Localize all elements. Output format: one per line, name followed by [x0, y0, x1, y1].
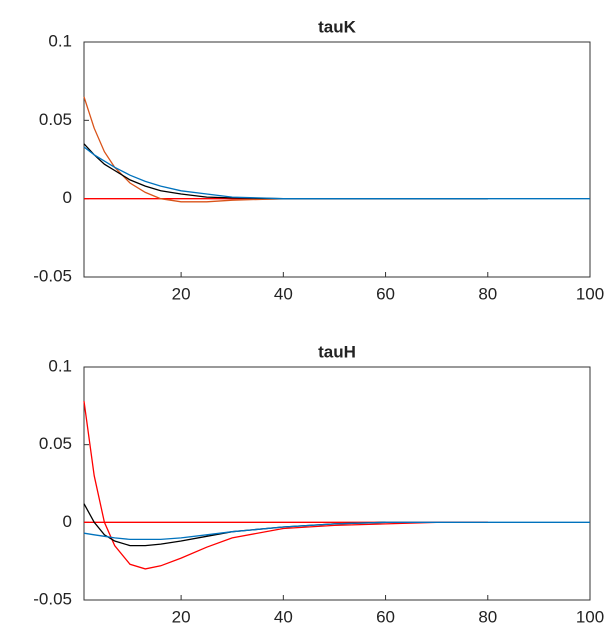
y-tick-label: -0.05	[33, 266, 72, 285]
x-tick-label: 80	[478, 284, 497, 303]
figure: tauK -0.05 0 0.05 0.1 20 40 60 80 100 tauH -0.05 0 0.…	[0, 0, 609, 635]
y-tick-label: 0.1	[48, 31, 72, 50]
y-tick-label: -0.05	[33, 589, 72, 608]
y-tick-label: 0.1	[48, 356, 72, 375]
plot-area	[84, 367, 590, 600]
x-tick-label: 60	[376, 284, 395, 303]
y-tick-label: 0	[63, 512, 72, 531]
chart-title: tauH	[318, 342, 356, 361]
y-tick-label: 0	[63, 188, 72, 207]
x-tick-label: 20	[172, 607, 191, 626]
x-tick-label: 100	[576, 607, 604, 626]
x-tick-label: 80	[478, 607, 497, 626]
x-tick-label: 20	[172, 284, 191, 303]
y-tick-label: 0.05	[39, 110, 72, 129]
chart-title: tauK	[318, 17, 357, 36]
plot-area	[84, 42, 590, 277]
x-tick-label: 60	[376, 607, 395, 626]
x-tick-label: 40	[274, 284, 293, 303]
x-tick-label: 40	[274, 607, 293, 626]
y-tick-label: 0.05	[39, 434, 72, 453]
x-tick-label: 100	[576, 284, 604, 303]
